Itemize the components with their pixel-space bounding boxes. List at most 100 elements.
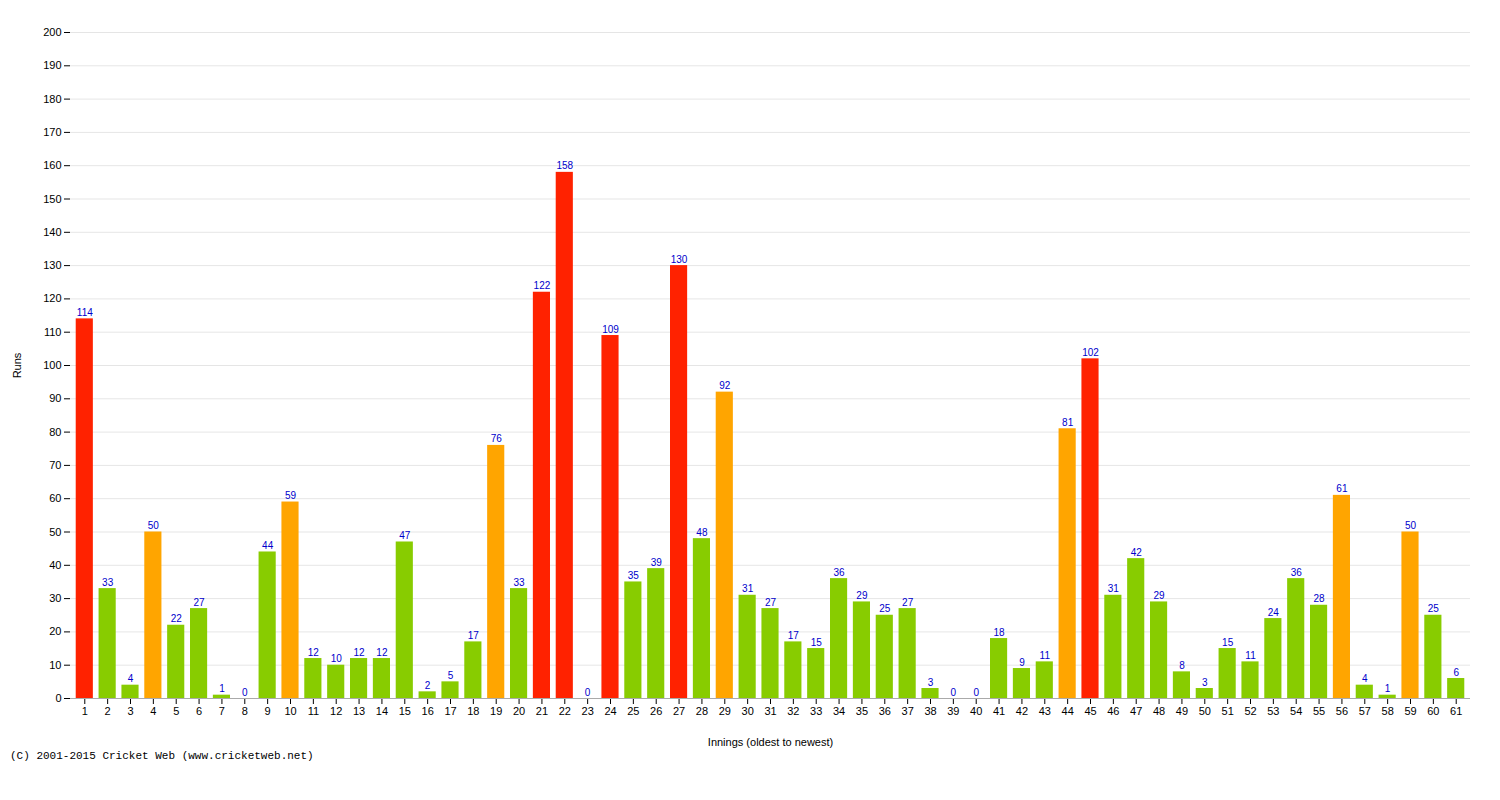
svg-text:8: 8: [242, 705, 248, 717]
svg-text:57: 57: [1359, 705, 1371, 717]
svg-text:44: 44: [1062, 705, 1074, 717]
svg-text:11: 11: [308, 705, 319, 717]
svg-text:114: 114: [77, 307, 93, 318]
svg-text:4: 4: [128, 673, 134, 684]
svg-text:122: 122: [534, 280, 551, 291]
svg-text:22: 22: [559, 705, 571, 717]
svg-text:39: 39: [651, 557, 663, 568]
svg-text:47: 47: [1130, 705, 1142, 717]
svg-text:17: 17: [788, 630, 800, 641]
svg-text:15: 15: [1222, 637, 1234, 648]
svg-text:58: 58: [1382, 705, 1394, 717]
svg-text:12: 12: [354, 647, 366, 658]
svg-text:1: 1: [219, 683, 225, 694]
svg-text:29: 29: [856, 590, 868, 601]
svg-text:55: 55: [1313, 705, 1325, 717]
svg-text:24: 24: [1268, 607, 1280, 618]
svg-text:90: 90: [49, 392, 61, 404]
svg-text:10: 10: [284, 705, 296, 717]
svg-text:42: 42: [1131, 547, 1143, 558]
svg-text:158: 158: [556, 160, 573, 171]
svg-text:0: 0: [242, 687, 248, 698]
svg-text:34: 34: [833, 705, 845, 717]
svg-text:26: 26: [650, 705, 662, 717]
svg-text:49: 49: [1176, 705, 1188, 717]
svg-text:29: 29: [719, 705, 731, 717]
svg-text:170: 170: [43, 126, 61, 138]
svg-text:61: 61: [1336, 483, 1348, 494]
svg-text:13: 13: [353, 705, 365, 717]
svg-text:28: 28: [1314, 593, 1326, 604]
svg-text:29: 29: [1154, 590, 1166, 601]
svg-text:0: 0: [951, 687, 957, 698]
svg-text:5: 5: [448, 670, 454, 681]
svg-text:37: 37: [902, 705, 914, 717]
svg-text:12: 12: [308, 647, 320, 658]
svg-text:27: 27: [765, 597, 777, 608]
svg-text:6: 6: [196, 705, 202, 717]
svg-text:35: 35: [856, 705, 868, 717]
svg-text:0: 0: [973, 687, 979, 698]
svg-text:22: 22: [171, 613, 183, 624]
svg-text:39: 39: [947, 705, 959, 717]
svg-text:20: 20: [49, 625, 61, 637]
svg-text:92: 92: [719, 380, 731, 391]
svg-text:31: 31: [764, 705, 776, 717]
svg-text:45: 45: [1084, 705, 1096, 717]
svg-text:28: 28: [696, 705, 708, 717]
svg-text:10: 10: [49, 659, 61, 671]
svg-text:102: 102: [1082, 347, 1099, 358]
svg-text:54: 54: [1290, 705, 1302, 717]
svg-text:18: 18: [994, 627, 1006, 638]
svg-text:36: 36: [879, 705, 891, 717]
svg-text:25: 25: [1428, 603, 1440, 614]
svg-text:17: 17: [468, 630, 480, 641]
svg-text:9: 9: [265, 705, 271, 717]
svg-text:100: 100: [43, 359, 61, 371]
svg-text:59: 59: [1404, 705, 1416, 717]
svg-text:30: 30: [49, 592, 61, 604]
svg-text:50: 50: [148, 520, 160, 531]
svg-text:48: 48: [696, 527, 708, 538]
svg-text:27: 27: [194, 597, 206, 608]
svg-text:Runs: Runs: [11, 352, 23, 378]
svg-text:150: 150: [43, 193, 61, 205]
svg-text:19: 19: [490, 705, 502, 717]
svg-text:30: 30: [742, 705, 754, 717]
svg-text:17: 17: [444, 705, 456, 717]
svg-text:61: 61: [1450, 705, 1462, 717]
svg-text:16: 16: [422, 705, 434, 717]
svg-text:3: 3: [1202, 677, 1208, 688]
svg-text:53: 53: [1267, 705, 1279, 717]
svg-text:12: 12: [376, 647, 388, 658]
svg-text:130: 130: [43, 259, 61, 271]
svg-text:4: 4: [1362, 673, 1368, 684]
svg-text:2: 2: [425, 680, 431, 691]
svg-text:27: 27: [902, 597, 914, 608]
svg-text:81: 81: [1062, 417, 1074, 428]
svg-text:50: 50: [1405, 520, 1417, 531]
svg-text:4: 4: [150, 705, 156, 717]
svg-text:33: 33: [102, 577, 114, 588]
svg-text:36: 36: [1291, 567, 1303, 578]
svg-text:0: 0: [55, 692, 61, 704]
svg-text:6: 6: [1453, 667, 1459, 678]
svg-text:160: 160: [43, 159, 61, 171]
svg-text:27: 27: [673, 705, 685, 717]
svg-text:130: 130: [671, 254, 688, 265]
svg-text:200: 200: [43, 26, 61, 38]
svg-text:42: 42: [1016, 705, 1028, 717]
svg-text:110: 110: [44, 326, 62, 338]
svg-text:60: 60: [1427, 705, 1439, 717]
svg-text:52: 52: [1244, 705, 1256, 717]
svg-text:31: 31: [742, 583, 754, 594]
svg-text:59: 59: [285, 490, 297, 501]
svg-text:32: 32: [787, 705, 799, 717]
svg-text:15: 15: [399, 705, 411, 717]
svg-text:109: 109: [602, 324, 619, 335]
svg-text:12: 12: [330, 705, 342, 717]
svg-text:8: 8: [1179, 660, 1185, 671]
svg-text:80: 80: [49, 426, 61, 438]
svg-text:38: 38: [924, 705, 936, 717]
svg-text:9: 9: [1019, 657, 1025, 668]
